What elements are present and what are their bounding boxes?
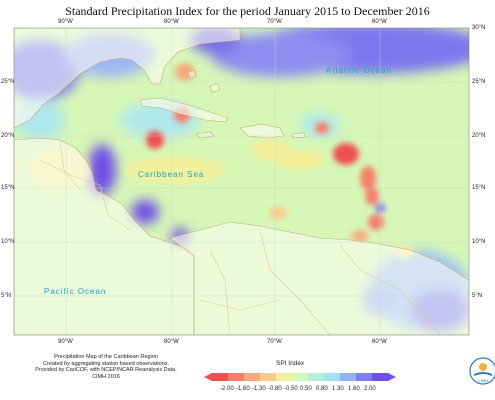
legend-swatch (276, 373, 293, 381)
legend-arrow-low (204, 373, 212, 381)
legend-swatch (228, 373, 245, 381)
legend-label: 1.30 (332, 386, 344, 392)
right-tick-25n: 25°N (472, 79, 486, 85)
map-title: Standard Precipitation Index for the per… (65, 4, 430, 18)
legend-label: -2.00 (220, 386, 234, 392)
caption-line: Created by aggregating station based obs… (43, 360, 169, 367)
bottom-tick-70w: 70°W (267, 339, 282, 345)
bottom-tick-80w: 80°W (164, 339, 179, 345)
left-tick-20n: 20°N (1, 133, 15, 139)
legend-swatch (212, 373, 229, 381)
caribbean-sea-label: Caribbean Sea (138, 170, 205, 179)
legend-swatch (340, 373, 357, 381)
cimh-logo: CIMH (469, 357, 495, 385)
right-tick-20n: 20°N (472, 133, 486, 139)
bottom-tick-60w: 60°W (372, 339, 387, 345)
legend-swatch (372, 373, 389, 381)
legend-label: -1.60 (236, 386, 250, 392)
legend-swatch (356, 373, 373, 381)
legend-title: SPI Index (276, 360, 305, 367)
caption-line: Precipitation Map of the Caribbean Regio… (54, 354, 158, 360)
left-tick-15n: 15°N (1, 185, 15, 191)
legend-swatch (260, 373, 277, 381)
legend-label: -1.30 (252, 386, 266, 392)
right-tick-15n: 15°N (472, 185, 486, 191)
left-tick-25n: 25°N (1, 79, 15, 85)
legend-swatch (308, 373, 325, 381)
legend-label: 0.50 (300, 386, 312, 392)
legend-colorbar (204, 373, 396, 381)
land (14, 28, 469, 335)
map-frame (13, 27, 470, 336)
legend-swatch (324, 373, 341, 381)
top-tick-80w: 80°W (164, 19, 179, 25)
legend-arrow-high (388, 373, 396, 381)
legend-label: -0.50 (284, 386, 298, 392)
legend-label: -0.80 (268, 386, 282, 392)
right-tick-5n: 5°N (472, 293, 483, 299)
legend-label: 1.60 (348, 386, 360, 392)
logo-text: CIMH (478, 378, 488, 383)
bottom-tick-90w: 90°W (58, 339, 73, 345)
left-tick-5n: 5°N (1, 293, 12, 299)
map-caption: Precipitation Map of the Caribbean Regio… (6, 354, 206, 380)
right-tick-10n: 10°N (472, 239, 486, 245)
caption-line: CIMH 2016 (92, 373, 120, 380)
legend-label: 2.00 (364, 386, 376, 392)
legend-label: 0.80 (316, 386, 328, 392)
top-tick-60w: 60°W (372, 19, 387, 25)
right-tick-30n: 30°N (472, 25, 486, 31)
legend-swatch (292, 373, 309, 381)
left-tick-10n: 10°N (1, 239, 15, 245)
graticule (14, 28, 469, 335)
atlantic-ocean-label: Atlantic Ocean (326, 66, 393, 75)
top-tick-70w: 70°W (267, 19, 282, 25)
pacific-ocean-label: Pacific Ocean (44, 287, 107, 296)
caption-line: Provided by CariCOF, with NCEP/NCAR Rean… (35, 367, 177, 373)
top-tick-90w: 90°W (58, 19, 73, 25)
legend-swatch (244, 373, 261, 381)
